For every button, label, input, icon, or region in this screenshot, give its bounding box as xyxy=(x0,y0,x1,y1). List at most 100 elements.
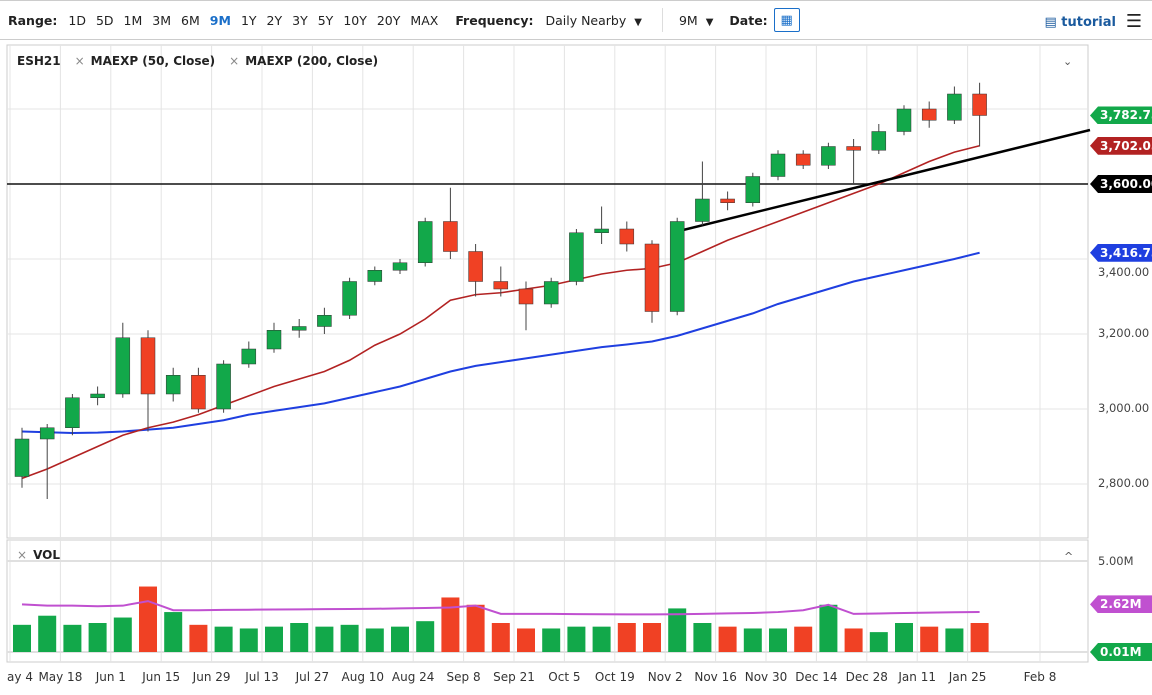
volume-bar xyxy=(290,623,309,652)
date-label: Jul 27 xyxy=(295,670,330,684)
volume-bar xyxy=(617,623,636,652)
candle-body xyxy=(821,146,836,166)
date-label: Jul 13 xyxy=(245,670,279,684)
range-10Y[interactable]: 10Y xyxy=(343,12,367,28)
candle-body xyxy=(443,221,458,252)
candle-body xyxy=(266,330,282,350)
date-label: Aug 24 xyxy=(391,670,435,684)
chevron-down-icon: ▼ xyxy=(705,16,714,28)
volume-bar xyxy=(743,628,762,652)
candle-body xyxy=(14,438,30,477)
ma200-label: MAEXP (200, Close) xyxy=(245,54,379,68)
volume-ma-line xyxy=(21,600,980,616)
range-5D[interactable]: 5D xyxy=(95,12,114,28)
candle-body xyxy=(115,337,131,395)
period-select[interactable]: 9M ▼ xyxy=(679,13,713,28)
range-1D[interactable]: 1D xyxy=(68,12,86,28)
date-label: May 18 xyxy=(38,670,83,684)
volume-bar xyxy=(214,626,233,652)
volume-bar xyxy=(718,626,737,652)
ma50-label: MAEXP (50, Close) xyxy=(90,54,216,68)
price-tag-vol_min: 0.01M xyxy=(1090,643,1152,661)
candle-body xyxy=(90,393,105,398)
candle-body xyxy=(947,93,962,121)
candle-body xyxy=(417,221,433,263)
range-label: Range: xyxy=(8,12,58,28)
range-9M[interactable]: 9M xyxy=(209,12,231,28)
candle-body xyxy=(669,221,685,312)
range-3Y[interactable]: 3Y xyxy=(292,12,308,28)
date-label: Nov 30 xyxy=(744,670,788,684)
candle-body xyxy=(367,270,383,282)
range-5Y[interactable]: 5Y xyxy=(317,12,334,28)
candle-body xyxy=(921,108,937,121)
tutorial-link[interactable]: ▤ tutorial xyxy=(1044,15,1116,30)
candle-body xyxy=(543,281,559,305)
hamburger-menu-icon[interactable]: ☰ xyxy=(1125,11,1142,32)
range-1M[interactable]: 1M xyxy=(123,12,143,28)
range-20Y[interactable]: 20Y xyxy=(376,12,401,28)
date-label: Jun 29 xyxy=(192,670,231,684)
volume-bar xyxy=(239,628,258,652)
candle-body xyxy=(317,315,332,327)
price-tag-ma200: 3,416.75 xyxy=(1090,243,1152,262)
volume-bar xyxy=(265,626,283,652)
ma200-line xyxy=(21,251,980,435)
date-label: Jan 11 xyxy=(898,670,936,684)
divider xyxy=(661,8,663,32)
frequency-value: Daily Nearby xyxy=(545,12,627,28)
candle-body xyxy=(518,288,534,305)
date-label: Oct 19 xyxy=(594,670,635,684)
close-icon[interactable]: × xyxy=(74,54,85,68)
candle-body xyxy=(972,93,987,116)
date-label: Sep 21 xyxy=(493,670,535,684)
chevron-down-icon: ▼ xyxy=(634,16,642,28)
y-tick-label: 3,400.00 xyxy=(1098,265,1150,279)
close-icon[interactable]: × xyxy=(17,548,28,562)
calendar-icon[interactable]: ▦ xyxy=(773,8,800,32)
film-icon: ▤ xyxy=(1044,15,1057,30)
range-MAX[interactable]: MAX xyxy=(410,12,439,28)
price-tag-hline: 3,600.00 xyxy=(1090,175,1152,193)
tutorial-label: tutorial xyxy=(1061,15,1116,30)
vol-tick-label: 5.00M xyxy=(1098,554,1134,568)
y-tick-label: 2,800.00 xyxy=(1098,476,1150,490)
volume-legend: × VOL xyxy=(17,548,60,562)
frequency-select[interactable]: Daily Nearby ▼ xyxy=(545,13,641,28)
period-value: 9M xyxy=(678,12,698,28)
volume-bar xyxy=(693,623,712,652)
candle-body xyxy=(594,228,609,233)
date-label: ay 4 xyxy=(7,670,33,684)
volume-bar xyxy=(189,624,208,652)
date-label: Jun 15 xyxy=(142,670,181,684)
collapse-chevron-icon[interactable]: ⌄ xyxy=(1063,55,1073,68)
vol-label: VOL xyxy=(33,548,60,562)
volume-bar xyxy=(391,626,409,652)
range-6M[interactable]: 6M xyxy=(181,12,200,28)
expand-chevron-icon[interactable]: ^ xyxy=(1064,550,1074,563)
candle-body xyxy=(795,153,811,166)
symbol-label: ESH21 xyxy=(17,54,61,68)
date-label: Feb 8 xyxy=(1023,670,1057,684)
volume-bar xyxy=(315,626,334,652)
volume-bar xyxy=(794,626,813,652)
candle-body xyxy=(896,108,912,132)
range-buttons: 1D 5D 1M 3M 6M 9M 1Y 2Y 3Y 5Y 10Y 20Y MAX xyxy=(63,13,443,28)
toolbar: Range: 1D 5D 1M 3M 6M 9M 1Y 2Y 3Y 5Y 10Y 20Y MAX Fre… xyxy=(0,0,1152,40)
y-tick-label: 3,000.00 xyxy=(1098,401,1150,415)
date-label: Sep 8 xyxy=(446,670,481,684)
range-1Y[interactable]: 1Y xyxy=(240,12,257,28)
range-2Y[interactable]: 2Y xyxy=(266,12,283,28)
candle-body xyxy=(695,198,710,222)
volume-bar xyxy=(970,623,989,652)
volume-bar xyxy=(819,604,838,652)
candle-body xyxy=(241,348,257,365)
volume-bar xyxy=(88,623,107,652)
range-3M[interactable]: 3M xyxy=(152,12,172,28)
trendline xyxy=(674,128,1091,234)
volume-bar xyxy=(365,628,384,652)
candle-body xyxy=(191,375,206,410)
close-icon[interactable]: × xyxy=(229,54,240,68)
volume-bar xyxy=(491,623,510,652)
